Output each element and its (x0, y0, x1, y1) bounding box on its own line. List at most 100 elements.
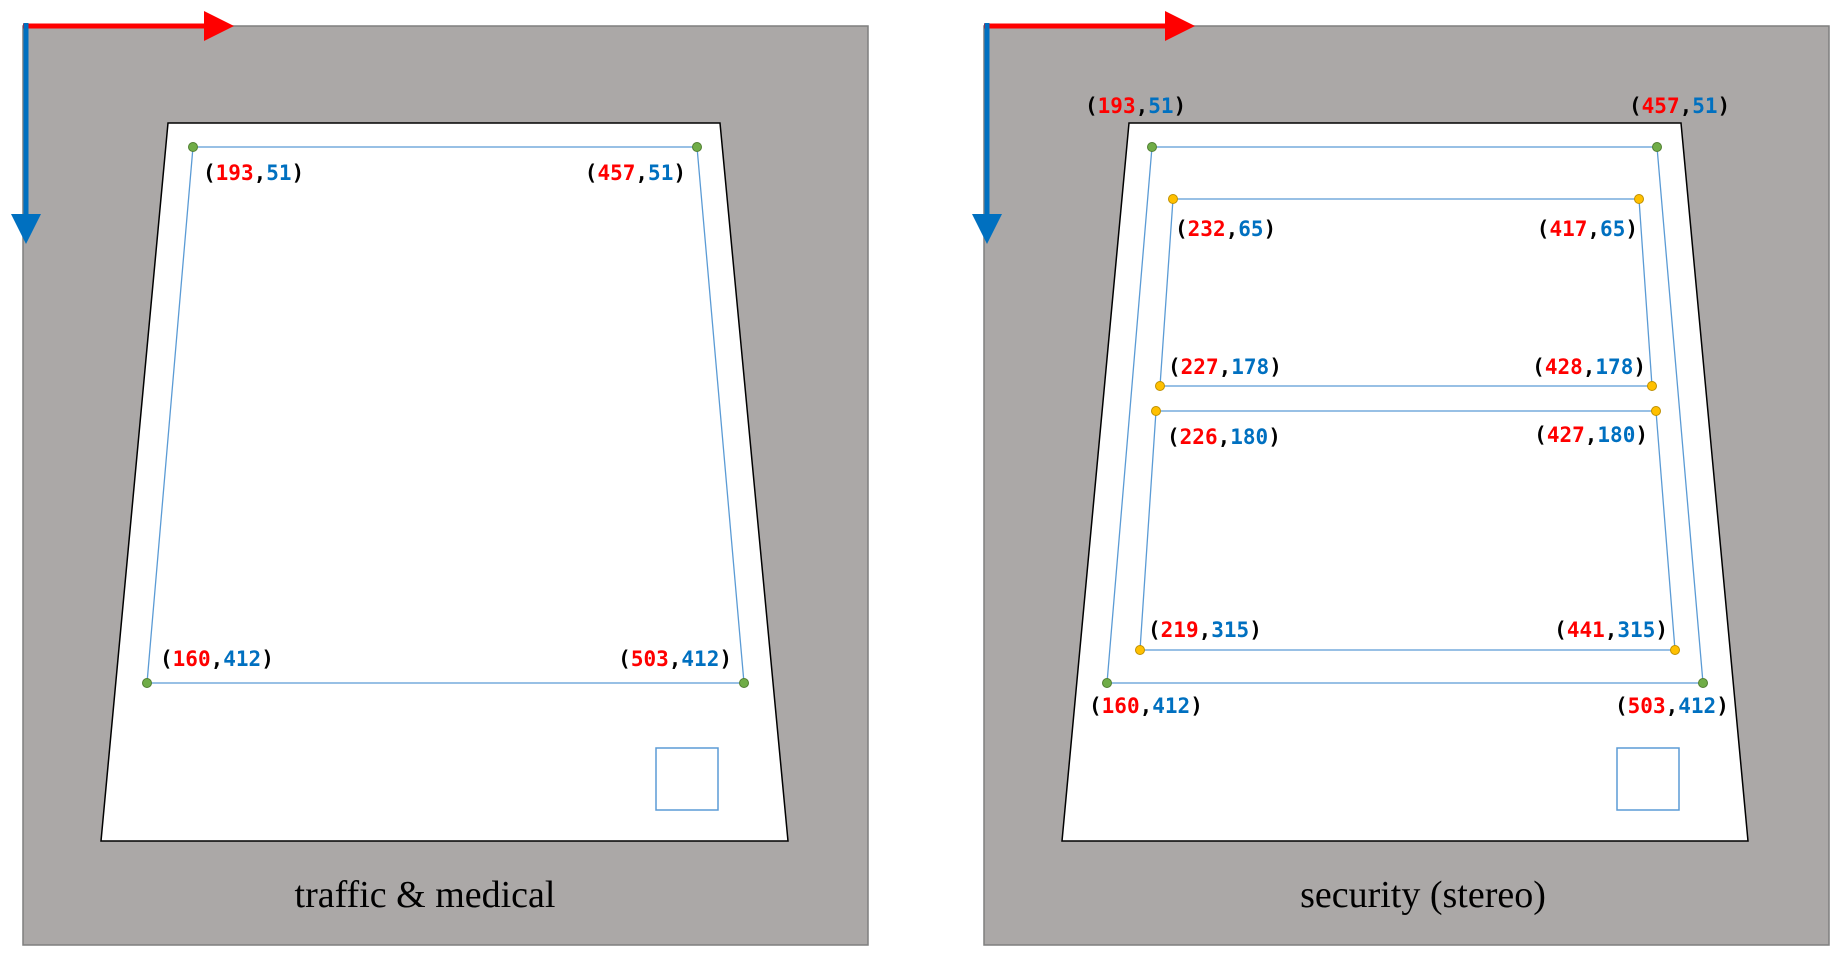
y-coordinate-value: 51 (266, 161, 291, 185)
y-coordinate-value: 412 (1152, 694, 1190, 718)
panel-security: (193,51) (457,51)(160,412) (503,412)(232,6… (972, 11, 1830, 946)
coordinate-label: (160,412) (1089, 694, 1203, 718)
label-open-paren: ( (585, 161, 598, 185)
y-coordinate-value: 180 (1230, 425, 1268, 449)
label-open-paren: ( (1167, 425, 1180, 449)
label-comma: , (1218, 425, 1231, 449)
coordinate-label: (232,65) (1175, 217, 1276, 241)
label-open-paren: ( (1175, 217, 1188, 241)
label-comma: , (669, 647, 682, 671)
projected-screen (100, 122, 789, 842)
outer-corner-point (1147, 142, 1157, 152)
panel-caption: traffic & medical (295, 874, 556, 916)
coordinate-label: (226,180) (1167, 425, 1281, 449)
label-open-paren: ( (1629, 94, 1642, 118)
inner-corner-point (1670, 645, 1680, 655)
label-comma: , (1666, 694, 1679, 718)
y-coordinate-value: 315 (1211, 618, 1249, 642)
outer-corner-point (142, 678, 152, 688)
label-close-paren: ) (1269, 355, 1282, 379)
label-comma: , (1587, 217, 1600, 241)
inner-corner-point (1647, 381, 1657, 391)
x-coordinate-value: 226 (1180, 425, 1218, 449)
label-comma: , (1140, 694, 1153, 718)
label-comma: , (635, 161, 648, 185)
label-open-paren: ( (1089, 694, 1102, 718)
coordinate-label: (457,51) (585, 161, 686, 185)
label-open-paren: ( (1148, 618, 1161, 642)
outer-corner-point (1698, 678, 1708, 688)
y-coordinate-value: 51 (1692, 94, 1717, 118)
inner-corner-point (1634, 194, 1644, 204)
coordinate-label: (428,178) (1532, 355, 1646, 379)
x-coordinate-value: 503 (1628, 694, 1666, 718)
coordinate-label: (417,65) (1537, 217, 1638, 241)
label-close-paren: ) (1174, 94, 1187, 118)
y-coordinate-value: 412 (1678, 694, 1716, 718)
y-coordinate-value: 51 (648, 161, 673, 185)
x-coordinate-value: 193 (216, 161, 254, 185)
label-close-paren: ) (1264, 217, 1277, 241)
label-comma: , (1219, 355, 1232, 379)
y-coordinate-value: 65 (1600, 217, 1625, 241)
label-close-paren: ) (292, 161, 305, 185)
label-close-paren: ) (1268, 425, 1281, 449)
inner-corner-point (1155, 381, 1165, 391)
label-comma: , (1583, 355, 1596, 379)
y-coordinate-value: 315 (1617, 618, 1655, 642)
x-coordinate-value: 417 (1549, 217, 1587, 241)
label-close-paren: ) (1718, 94, 1731, 118)
coordinate-label: (457,51) (1629, 94, 1730, 118)
label-open-paren: ( (1554, 618, 1567, 642)
label-comma: , (1680, 94, 1693, 118)
outer-corner-point (1102, 678, 1112, 688)
coordinate-label: (427,180) (1534, 423, 1648, 447)
x-coordinate-value: 193 (1098, 94, 1136, 118)
label-comma: , (211, 647, 224, 671)
y-coordinate-value: 51 (1148, 94, 1173, 118)
projected-screen (1061, 122, 1749, 842)
outer-corner-point (692, 142, 702, 152)
corner-marker-box (1616, 747, 1680, 811)
label-comma: , (1226, 217, 1239, 241)
inner-corner-point (1651, 406, 1661, 416)
label-comma: , (1585, 423, 1598, 447)
coordinate-label: (227,178) (1168, 355, 1282, 379)
label-open-paren: ( (160, 647, 173, 671)
label-open-paren: ( (1168, 355, 1181, 379)
y-coordinate-value: 178 (1595, 355, 1633, 379)
label-close-paren: ) (261, 647, 274, 671)
label-close-paren: ) (673, 161, 686, 185)
outer-corner-point (739, 678, 749, 688)
coordinate-label: (503,412) (618, 647, 732, 671)
label-close-paren: ) (1633, 355, 1646, 379)
coordinate-label: (193,51) (203, 161, 304, 185)
x-coordinate-value: 219 (1161, 618, 1199, 642)
label-comma: , (1136, 94, 1149, 118)
y-coordinate-value: 178 (1231, 355, 1269, 379)
label-open-paren: ( (1532, 355, 1545, 379)
y-coordinate-value: 412 (681, 647, 719, 671)
coordinate-label: (193,51) (1085, 94, 1186, 118)
x-coordinate-value: 160 (1102, 694, 1140, 718)
x-coordinate-value: 503 (631, 647, 669, 671)
x-coordinate-value: 428 (1545, 355, 1583, 379)
label-close-paren: ) (1249, 618, 1262, 642)
label-comma: , (254, 161, 267, 185)
label-comma: , (1605, 618, 1618, 642)
x-coordinate-value: 457 (597, 161, 635, 185)
outer-corner-point (188, 142, 198, 152)
label-comma: , (1199, 618, 1212, 642)
x-coordinate-value: 227 (1181, 355, 1219, 379)
label-close-paren: ) (1635, 423, 1648, 447)
corner-marker-box (655, 747, 719, 811)
label-open-paren: ( (1534, 423, 1547, 447)
coordinate-label: (219,315) (1148, 618, 1262, 642)
coordinate-label: (441,315) (1554, 618, 1668, 642)
label-close-paren: ) (1716, 694, 1729, 718)
inner-corner-point (1168, 194, 1178, 204)
inner-corner-point (1135, 645, 1145, 655)
x-coordinate-value: 457 (1642, 94, 1680, 118)
panel-caption: security (stereo) (1300, 874, 1546, 916)
